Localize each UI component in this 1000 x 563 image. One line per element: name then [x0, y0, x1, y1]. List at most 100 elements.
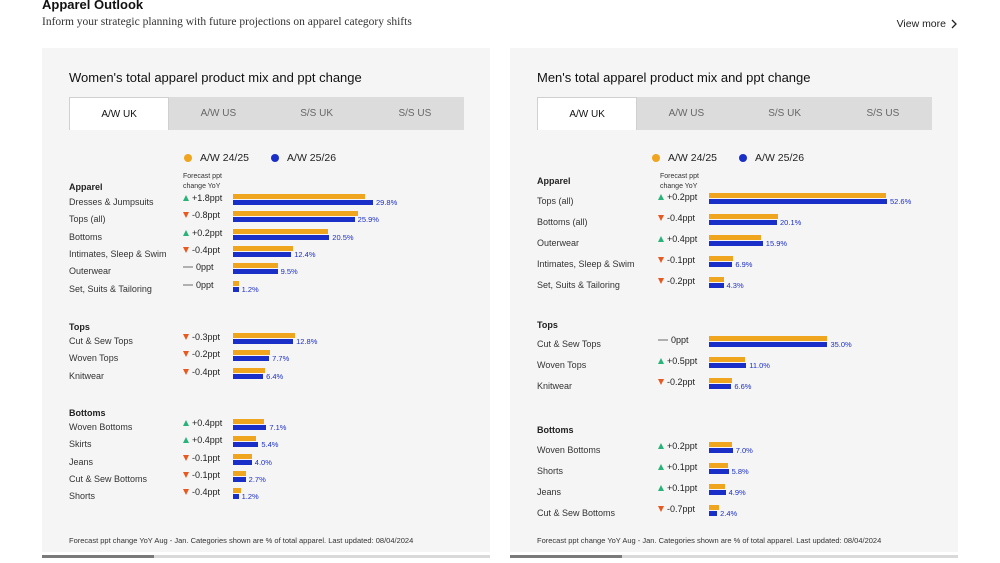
- bar-prev-year: [709, 378, 732, 383]
- bar-prev-year: [233, 194, 365, 199]
- triangle-up-icon: [658, 358, 664, 364]
- footnote: Forecast ppt change YoY Aug - Jan. Categ…: [69, 536, 414, 545]
- bar-current-year: [233, 339, 294, 344]
- ppt-change-value: -0.2ppt: [667, 377, 696, 387]
- triangle-up-icon: [658, 464, 664, 470]
- ppt-change: +0.1ppt: [658, 462, 697, 472]
- bar-value-label: 29.8%: [376, 198, 398, 207]
- ppt-change: -0.4ppt: [183, 367, 220, 377]
- bar-current-year: [233, 442, 259, 448]
- ppt-change-value: -0.4ppt: [192, 366, 221, 377]
- ppt-change-value: +0.4ppt: [192, 435, 223, 446]
- row-label: Woven Tops: [537, 360, 587, 370]
- tab-s-s-us[interactable]: S/S US: [398, 108, 432, 119]
- ppt-change: +0.4ppt: [183, 418, 222, 428]
- row-label: Tops (all): [537, 196, 574, 206]
- tab-a-w-us[interactable]: A/W US: [200, 108, 237, 119]
- page-header: Apparel Outlook Inform your strategic pl…: [42, 0, 958, 38]
- section-label-bottoms: Bottoms: [69, 408, 106, 418]
- tab-a-w-uk[interactable]: A/W UK: [537, 97, 638, 130]
- dash-icon: [658, 339, 668, 341]
- bar-value-label: 25.9%: [357, 215, 379, 225]
- tab-s-s-us[interactable]: S/S US: [866, 108, 900, 119]
- bar-prev-year: [233, 453, 253, 459]
- ppt-change-value: +0.2ppt: [667, 192, 698, 202]
- section-label-apparel: Apparel: [69, 182, 103, 192]
- card-title: Women's total apparel product mix and pp…: [69, 70, 362, 85]
- bar-current-year: [233, 234, 330, 240]
- region-tabs: A/W UK A/W US S/S UK S/S US: [69, 97, 464, 130]
- ppt-change-value: +0.5ppt: [667, 356, 698, 366]
- bar-value-label: 1.2%: [241, 284, 259, 294]
- legend-label: A/W 24/25: [200, 152, 250, 164]
- mens-mix-card: Men's total apparel product mix and ppt …: [510, 48, 958, 558]
- bar-current-year: [233, 200, 373, 205]
- legend-item: A/W 24/25: [652, 152, 717, 164]
- triangle-down-icon: [183, 246, 189, 253]
- ppt-change-value: +0.2ppt: [667, 441, 698, 451]
- bar-value-label: 2.7%: [248, 474, 266, 484]
- row-label: Bottoms (all): [537, 217, 588, 227]
- row-label: Woven Bottoms: [537, 445, 601, 455]
- page-subtitle: Inform your strategic planning with futu…: [42, 16, 412, 28]
- legend-item: A/W 24/25: [184, 152, 249, 164]
- tab-a-w-us[interactable]: A/W US: [668, 108, 705, 119]
- ppt-change-value: -0.4ppt: [192, 244, 221, 255]
- tab-s-s-uk[interactable]: S/S UK: [768, 108, 802, 119]
- ppt-change: -0.1ppt: [183, 470, 220, 480]
- tab-a-w-uk[interactable]: A/W UK: [69, 97, 170, 130]
- chevron-right-icon: [951, 19, 957, 29]
- triangle-down-icon: [183, 489, 189, 496]
- row-label: Knitwear: [69, 370, 105, 381]
- bar-prev-year: [709, 235, 762, 240]
- section-label-tops: Tops: [537, 320, 558, 330]
- bar-current-year: [709, 363, 747, 368]
- bar-prev-year: [233, 263, 278, 269]
- bar-value-label: 52.6%: [890, 197, 912, 206]
- bar-value-label: 7.7%: [272, 354, 290, 364]
- ppt-change: +0.1ppt: [658, 483, 697, 493]
- ppt-change-value: -0.8ppt: [192, 210, 221, 221]
- bar-prev-year: [709, 256, 733, 261]
- ppt-change: -0.1ppt: [183, 453, 220, 463]
- bar-current-year: [709, 262, 733, 267]
- bar-prev-year: [709, 484, 726, 489]
- ppt-change-value: -0.7ppt: [667, 504, 696, 514]
- ppt-change: -0.2ppt: [183, 349, 220, 359]
- ppt-change: -0.4ppt: [183, 487, 220, 497]
- ppt-change-value: +0.4ppt: [667, 234, 698, 244]
- row-label: Cut & Sew Tops: [69, 336, 133, 346]
- ppt-change: -0.4ppt: [658, 213, 695, 223]
- bar-prev-year: [233, 228, 329, 234]
- ppt-change: -0.2ppt: [658, 276, 695, 286]
- section-label-apparel: Apparel: [537, 176, 571, 186]
- row-label: Knitwear: [537, 381, 573, 391]
- bar-prev-year: [233, 245, 294, 251]
- row-label: Outerwear: [69, 266, 112, 277]
- bar-current-year: [233, 286, 239, 292]
- row-label: Intimates, Sleep & Swim: [69, 248, 167, 259]
- view-more-link[interactable]: View more: [897, 18, 958, 30]
- bar-value-label: 1.2%: [241, 492, 259, 502]
- row-label: Bottoms: [69, 231, 103, 242]
- bar-value-label: 5.4%: [261, 440, 279, 450]
- bar-value-label: 6.9%: [735, 260, 753, 269]
- tab-s-s-uk[interactable]: S/S UK: [300, 108, 334, 119]
- row-label: Cut & Sew Bottoms: [537, 508, 616, 518]
- bar-value-label: 12.8%: [296, 337, 318, 346]
- ppt-change-value: -0.1ppt: [192, 469, 221, 480]
- ppt-change: -0.1ppt: [658, 255, 695, 265]
- legend-dot-icon: [271, 154, 280, 162]
- bar-prev-year: [233, 436, 257, 442]
- bar-current-year: [709, 511, 718, 516]
- bar-current-year: [233, 217, 355, 223]
- bar-value-label: 9.5%: [280, 267, 298, 277]
- bar-value-label: 11.0%: [749, 361, 770, 370]
- bar-current-year: [709, 199, 887, 204]
- footnote: Forecast ppt change YoY Aug - Jan. Categ…: [537, 536, 882, 545]
- section-label-bottoms: Bottoms: [537, 425, 574, 435]
- bar-current-year: [233, 269, 278, 275]
- row-label: Woven Tops: [69, 353, 119, 364]
- bar-current-year: [709, 342, 828, 347]
- legend-dot-icon: [652, 154, 660, 162]
